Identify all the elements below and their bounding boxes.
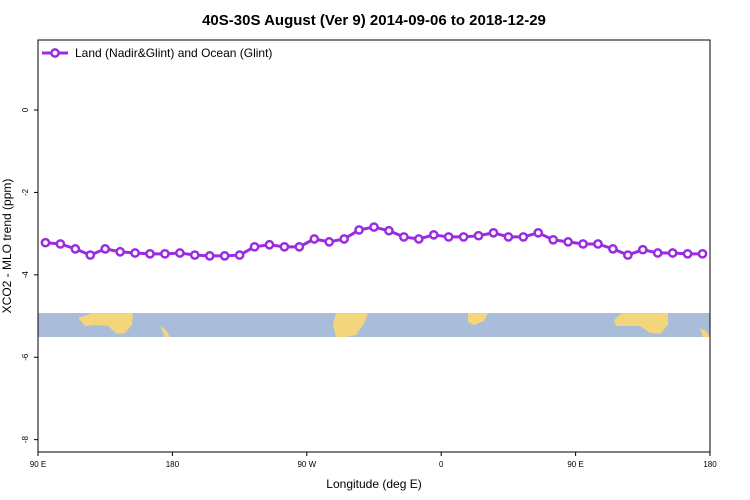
data-point xyxy=(682,248,693,259)
y-tick-label: -2 xyxy=(21,188,30,196)
data-point xyxy=(294,241,305,252)
x-tick-label: 180 xyxy=(703,460,717,469)
data-point xyxy=(518,232,529,242)
data-point xyxy=(189,250,200,260)
x-tick-label: 90 E xyxy=(30,460,46,469)
data-point xyxy=(503,232,514,242)
data-point xyxy=(279,241,290,252)
data-point xyxy=(115,246,125,257)
data-point xyxy=(339,234,349,244)
data-point xyxy=(354,225,364,235)
data-point xyxy=(443,232,454,242)
map-band xyxy=(38,313,710,337)
data-point xyxy=(608,244,618,254)
data-point xyxy=(548,234,559,245)
data-point xyxy=(384,225,394,236)
data-point xyxy=(324,237,335,247)
data-point xyxy=(55,239,66,249)
y-axis-label: XCO2 - MLO trend (ppm) xyxy=(0,179,14,314)
data-point xyxy=(593,239,603,249)
data-point xyxy=(652,248,663,258)
x-tick-label: 180 xyxy=(166,460,180,469)
data-point xyxy=(100,244,111,254)
data-point xyxy=(637,244,648,255)
data-point xyxy=(145,248,155,259)
data-point xyxy=(428,230,439,240)
x-tick-label: 90 E xyxy=(567,460,583,469)
y-tick-label: -6 xyxy=(21,353,30,361)
data-point xyxy=(399,232,409,242)
y-tick-label: -8 xyxy=(21,436,30,444)
data-point xyxy=(667,248,678,258)
data-point xyxy=(413,234,424,244)
chart-title: 40S-30S August (Ver 9) 2014-09-06 to 201… xyxy=(202,12,546,29)
data-point xyxy=(219,251,230,261)
data-point xyxy=(578,239,588,249)
data-point xyxy=(533,227,544,238)
data-point xyxy=(130,248,140,258)
x-tick-label: 0 xyxy=(439,460,444,469)
data-point xyxy=(697,248,708,259)
y-tick-label: -4 xyxy=(21,271,30,279)
x-tick-label: 90 W xyxy=(297,460,316,469)
data-point xyxy=(264,239,275,250)
data-point xyxy=(85,250,96,260)
data-point xyxy=(309,234,320,244)
data-point xyxy=(249,241,260,252)
data-point xyxy=(473,230,484,241)
data-point xyxy=(623,250,633,260)
x-axis-label: Longitude (deg E) xyxy=(326,477,421,491)
data-point xyxy=(40,237,51,248)
data-point xyxy=(234,250,245,260)
data-point xyxy=(204,251,215,261)
data-point xyxy=(70,244,81,254)
plot-frame xyxy=(37,39,711,453)
data-point xyxy=(458,232,469,242)
legend-marker xyxy=(50,48,60,58)
data-point xyxy=(563,237,573,247)
data-point xyxy=(488,227,499,238)
data-point xyxy=(369,222,379,232)
y-tick-label: 0 xyxy=(21,107,30,112)
legend-label: Land (Nadir&Glint) and Ocean (Glint) xyxy=(75,46,272,60)
data-point xyxy=(160,248,170,259)
data-point xyxy=(175,248,185,258)
